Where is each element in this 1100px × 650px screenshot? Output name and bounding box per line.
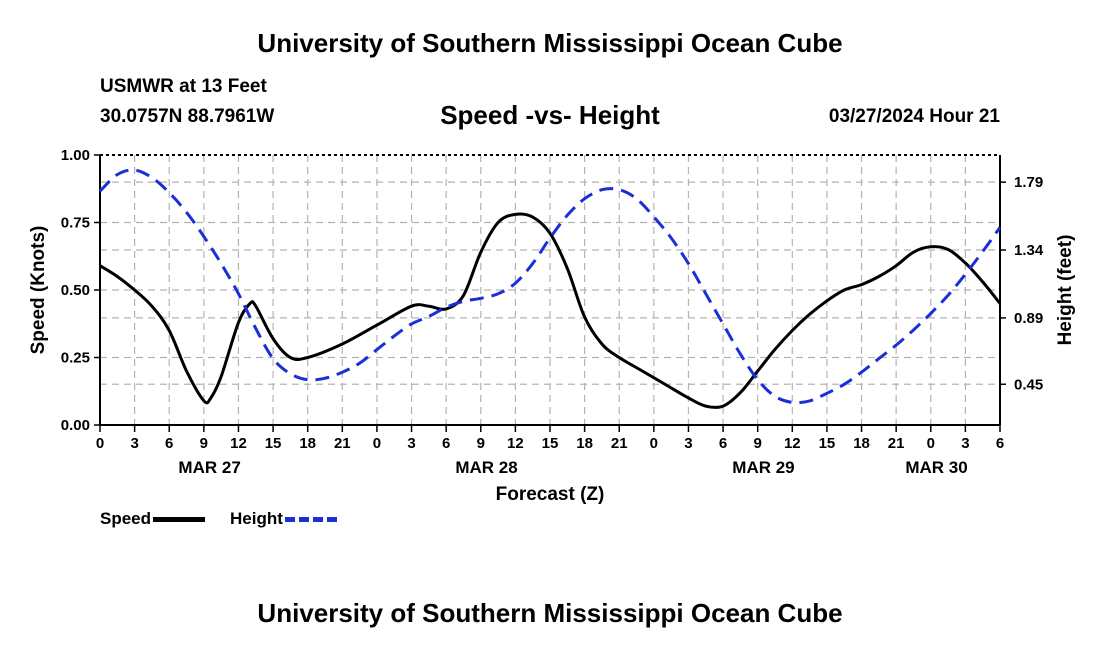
x-tick-label: 3: [961, 435, 969, 452]
x-tick-label: 3: [407, 435, 415, 452]
x-tick-label: 15: [819, 435, 836, 452]
y-right-tick-label: 0.89: [1014, 310, 1043, 327]
x-tick-label: 6: [442, 435, 450, 452]
legend-speed-label: Speed: [100, 509, 152, 528]
chart-title: Speed -vs- Height: [440, 100, 660, 130]
legend-speed-swatch: [153, 516, 206, 522]
x-tick-label: 21: [334, 435, 351, 452]
speed-series-line: [99, 212, 1002, 409]
y-tick-label: 0.50: [61, 282, 90, 299]
x-tick-label: 3: [684, 435, 692, 452]
x-tick-label: 6: [996, 435, 1004, 452]
x-tick-label: 21: [888, 435, 905, 452]
x-tick-label: 0: [650, 435, 658, 452]
station-label: USMWR at 13 Feet: [100, 76, 267, 97]
x-tick-label: 12: [230, 435, 247, 452]
x-tick-label: 9: [200, 435, 208, 452]
x-axis-title: Forecast (Z): [496, 484, 605, 505]
legend-height: Height: [230, 509, 337, 529]
footer-title: University of Southern Mississippi Ocean…: [257, 598, 843, 628]
legend-speed: Speed: [100, 509, 206, 529]
legend-height-label: Height: [230, 509, 283, 528]
x-tick-label: 18: [576, 435, 593, 452]
forecast-datetime: 03/27/2024 Hour 21: [828, 106, 1000, 127]
y-right-tick-label: 1.79: [1014, 174, 1043, 191]
y-tick-label: 0.25: [61, 350, 90, 367]
y-right-tick-label: 1.34: [1014, 242, 1044, 259]
y-right-axis-title: Height (feet): [1055, 235, 1076, 346]
x-day-label: MAR 30: [905, 458, 967, 477]
x-day-label: MAR 28: [455, 458, 517, 477]
y-tick-label: 1.00: [61, 147, 90, 164]
y-right-tick-label: 0.45: [1014, 376, 1043, 393]
speed-height-chart: 0 3 6 9 12 15 18 21 0 3 6 9 12 15 18 21 0 3 6 9 12 15 18 21 0 3 6M…: [28, 147, 1076, 505]
x-day-label: MAR 27: [178, 458, 240, 477]
x-tick-label: 0: [96, 435, 104, 452]
x-tick-label: 21: [611, 435, 628, 452]
y-axis-title: Speed (Knots): [28, 226, 49, 355]
x-day-label: MAR 29: [732, 458, 794, 477]
x-tick-label: 6: [165, 435, 173, 452]
x-tick-label: 15: [542, 435, 559, 452]
y-tick-label: 0.75: [61, 215, 90, 232]
x-tick-label: 3: [130, 435, 138, 452]
x-tick-label: 9: [754, 435, 762, 452]
x-tick-label: 6: [719, 435, 727, 452]
x-tick-label: 15: [265, 435, 282, 452]
station-coordinates: 30.0757N 88.7961W: [100, 106, 275, 127]
x-tick-label: 0: [927, 435, 935, 452]
x-tick-label: 12: [784, 435, 801, 452]
x-tick-label: 9: [477, 435, 485, 452]
x-tick-label: 0: [373, 435, 381, 452]
y-tick-label: 0.00: [61, 417, 90, 434]
x-tick-label: 18: [853, 435, 870, 452]
height-series-line: [98, 168, 1002, 405]
legend-height-swatch: [284, 516, 337, 522]
page-title: University of Southern Mississippi Ocean…: [257, 28, 843, 58]
x-tick-label: 18: [299, 435, 316, 452]
x-tick-label: 12: [507, 435, 524, 452]
